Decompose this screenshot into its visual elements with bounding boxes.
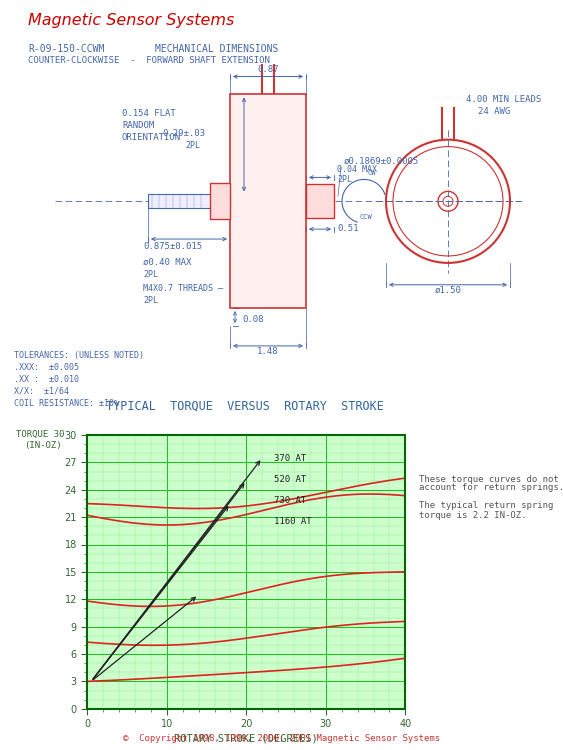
Text: torque is 2.2 IN-OZ.: torque is 2.2 IN-OZ.: [419, 511, 527, 520]
Text: (IN-OZ): (IN-OZ): [24, 441, 61, 450]
Text: ø0.40 MAX: ø0.40 MAX: [143, 258, 191, 267]
Text: 0.08: 0.08: [242, 315, 263, 324]
Text: ø1.50: ø1.50: [435, 286, 462, 295]
Text: 0.87: 0.87: [257, 64, 279, 74]
Text: 370 AT: 370 AT: [274, 454, 306, 463]
Text: 520 AT: 520 AT: [274, 476, 306, 484]
Text: 0.875±0.015: 0.875±0.015: [143, 242, 202, 251]
Bar: [148, 194, 230, 208]
Text: The typical return spring: The typical return spring: [419, 502, 554, 511]
Text: MECHANICAL DIMENSIONS: MECHANICAL DIMENSIONS: [155, 44, 278, 54]
Text: TYPICAL  TORQUE  VERSUS  ROTARY  STROKE: TYPICAL TORQUE VERSUS ROTARY STROKE: [106, 400, 384, 412]
Text: 2PL: 2PL: [143, 296, 158, 304]
Bar: [210, 184, 230, 219]
Text: These torque curves do not: These torque curves do not: [419, 475, 559, 484]
Text: 24 AWG: 24 AWG: [478, 106, 510, 116]
Text: TORQUE 30: TORQUE 30: [16, 430, 64, 439]
Text: RANDOM: RANDOM: [122, 122, 154, 130]
Text: CCW: CCW: [360, 214, 373, 220]
Text: ORIENTATION: ORIENTATION: [122, 134, 181, 142]
Text: 2PL: 2PL: [185, 141, 200, 150]
X-axis label: ROTARY STROKE (DEGREES): ROTARY STROKE (DEGREES): [175, 734, 318, 743]
Bar: [230, 94, 306, 308]
Text: Magnetic Sensor Systems: Magnetic Sensor Systems: [28, 13, 234, 28]
Text: R-09-150-CCWM: R-09-150-CCWM: [28, 44, 104, 54]
Text: 1.48: 1.48: [257, 346, 279, 355]
Text: M4X0.7 THREADS ─: M4X0.7 THREADS ─: [143, 284, 223, 292]
Text: 1160 AT: 1160 AT: [274, 518, 312, 526]
Text: 730 AT: 730 AT: [274, 496, 306, 506]
Text: CW: CW: [367, 170, 376, 176]
Text: 0.51: 0.51: [337, 224, 359, 233]
Text: account for return springs.: account for return springs.: [419, 484, 563, 493]
Text: 2PL: 2PL: [143, 270, 158, 279]
Text: 2PL: 2PL: [337, 176, 352, 184]
Text: 0.04 MAX: 0.04 MAX: [337, 166, 377, 175]
Text: ø0.1869±0.0005: ø0.1869±0.0005: [344, 157, 419, 166]
Text: ©  Copyright 1998, 1999, 2000, 2001 Magnetic Sensor Systems: © Copyright 1998, 1999, 2000, 2001 Magne…: [123, 734, 440, 743]
Text: 0.29±.03: 0.29±.03: [162, 130, 205, 139]
Text: COUNTER-CLOCKWISE  -  FORWARD SHAFT EXTENSION: COUNTER-CLOCKWISE - FORWARD SHAFT EXTENS…: [28, 56, 270, 64]
Text: 4.00 MIN LEADS: 4.00 MIN LEADS: [466, 95, 541, 104]
Bar: [306, 184, 334, 218]
Text: COIL RESISTANCE: ±10%: COIL RESISTANCE: ±10%: [14, 398, 119, 407]
Text: .XX :  ±0.010: .XX : ±0.010: [14, 375, 79, 384]
Text: X/X:  ±1/64: X/X: ±1/64: [14, 386, 69, 395]
Text: .XXX:  ±0.005: .XXX: ±0.005: [14, 363, 79, 372]
Text: 0.154 FLAT: 0.154 FLAT: [122, 110, 176, 118]
Text: TOLERANCES: (UNLESS NOTED): TOLERANCES: (UNLESS NOTED): [14, 351, 144, 360]
